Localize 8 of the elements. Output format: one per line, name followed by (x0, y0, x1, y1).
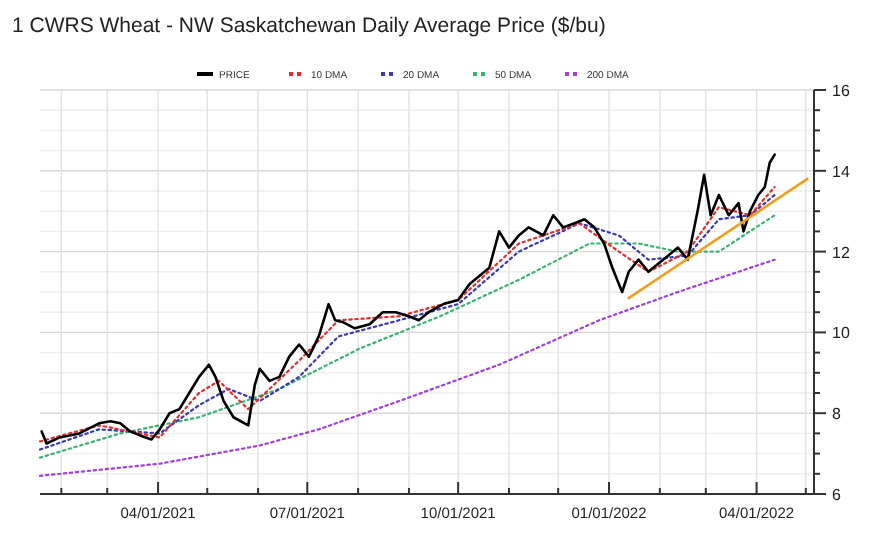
y-tick-label: 12 (832, 243, 851, 262)
line-series (38, 258, 776, 477)
y-tick-label: 14 (832, 162, 851, 181)
y-tick-label: 8 (832, 405, 842, 424)
y-tick-label: 10 (832, 324, 851, 343)
y-tick-label: 16 (832, 82, 851, 100)
chart-title: 1 CWRS Wheat - NW Saskatchewan Daily Average Price ($/bu) (12, 14, 606, 38)
y-tick-label: 6 (832, 486, 842, 504)
